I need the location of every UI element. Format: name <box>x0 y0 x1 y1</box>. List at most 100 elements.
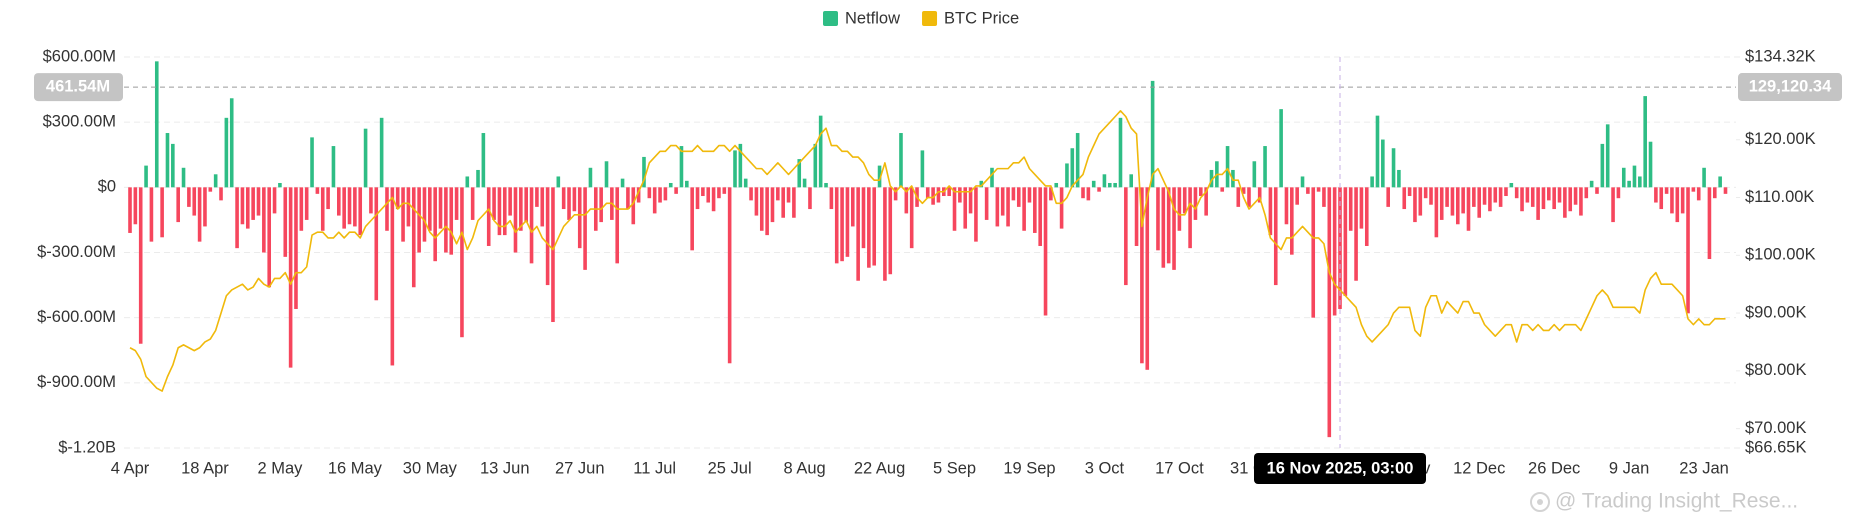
y2-tick-label: $70.00K <box>1745 419 1806 437</box>
netflow-bar <box>208 187 213 192</box>
netflow-bar <box>1027 187 1032 203</box>
netflow-bar <box>465 176 470 188</box>
netflow-bar <box>872 187 877 266</box>
netflow-bar <box>668 182 673 188</box>
netflow-bar <box>1300 176 1305 188</box>
netflow-bar <box>1172 187 1176 270</box>
netflow-bar <box>540 187 545 227</box>
netflow-bar <box>1621 167 1626 188</box>
netflow-bar <box>449 187 454 255</box>
netflow-bar <box>1579 187 1583 216</box>
netflow-bar <box>786 187 791 203</box>
netflow-bar <box>1011 187 1016 201</box>
netflow-bar <box>358 187 363 236</box>
netflow-bar <box>1686 187 1690 314</box>
netflow-bar <box>695 187 700 210</box>
netflow-bar <box>1541 187 1546 210</box>
netflow-bar <box>149 187 154 242</box>
netflow-bar <box>1161 187 1166 268</box>
netflow-bar <box>165 133 170 188</box>
netflow-bar <box>856 187 860 281</box>
x-tick-label: 17 Oct <box>1155 459 1204 477</box>
netflow-bar <box>379 117 384 188</box>
netflow-bar <box>1354 187 1358 281</box>
netflow-bar <box>1177 187 1182 231</box>
netflow-bar <box>1075 133 1080 188</box>
netflow-bar <box>1193 187 1198 220</box>
netflow-bar <box>1279 109 1283 188</box>
netflow-bar <box>1081 187 1085 199</box>
crosshair-y-label: 461.54M <box>46 77 110 95</box>
netflow-bar <box>1290 187 1294 255</box>
netflow-bar <box>690 187 694 251</box>
netflow-bar <box>1670 187 1674 214</box>
netflow-bar <box>422 187 427 242</box>
netflow-bar <box>685 180 689 188</box>
x-tick-label: 26 Dec <box>1528 459 1580 477</box>
netflow-bar <box>497 187 502 236</box>
netflow-bar <box>1268 187 1273 236</box>
netflow-bar <box>968 187 973 214</box>
netflow-bar <box>636 187 641 203</box>
netflow-bar <box>1525 187 1530 203</box>
x-tick-label: 19 Sep <box>1003 459 1055 477</box>
netflow-bar <box>1070 148 1075 188</box>
netflow-bar <box>733 150 737 188</box>
netflow-bar <box>229 98 234 188</box>
netflow-bar <box>181 167 186 188</box>
y2-tick-label: $134.32K <box>1745 47 1816 65</box>
watermark-text: @ Trading Insight_Rese... <box>1555 490 1798 513</box>
netflow-bar <box>502 187 507 236</box>
netflow-bar <box>701 187 705 197</box>
netflow-bar <box>963 187 968 229</box>
netflow-bar <box>1691 187 1696 192</box>
netflow-bar <box>1000 187 1005 216</box>
netflow-bar <box>1381 139 1385 188</box>
netflow-bar <box>802 178 807 188</box>
netflow-bar <box>197 187 202 242</box>
netflow-bar <box>1059 187 1064 229</box>
netflow-bar <box>1370 176 1374 188</box>
y-tick-label: $300.00M <box>43 113 116 131</box>
netflow-bar <box>1284 187 1289 225</box>
netflow-bar <box>1498 187 1503 207</box>
netflow-bar <box>1140 187 1144 364</box>
netflow-bar <box>460 187 464 338</box>
netflow-bar <box>1723 187 1728 194</box>
netflow-bar <box>572 187 577 212</box>
x-tick-label: 8 Aug <box>783 459 825 477</box>
netflow-bar <box>652 187 657 214</box>
netflow-bar <box>1386 187 1390 207</box>
netflow-bar <box>990 167 994 188</box>
netflow-bar <box>813 143 818 188</box>
netflow-bar <box>272 187 277 214</box>
netflow-bar <box>304 187 309 220</box>
netflow-bar <box>1573 187 1578 205</box>
netflow-bar <box>278 182 282 188</box>
netflow-bar <box>428 187 432 231</box>
netflow-bar <box>417 187 421 253</box>
netflow-bar <box>1327 187 1332 438</box>
netflow-bar <box>283 187 288 257</box>
netflow-bar <box>770 187 775 223</box>
netflow-bar <box>133 187 138 225</box>
netflow-bar <box>904 187 909 214</box>
netflow-bar <box>717 187 721 199</box>
netflow-bar <box>535 187 539 207</box>
netflow-bar <box>1113 182 1117 188</box>
legend-label: Netflow <box>845 9 900 27</box>
netflow-bar <box>626 187 630 210</box>
y2-tick-label: $100.00K <box>1745 246 1816 264</box>
netflow-bar <box>754 187 759 216</box>
netflow-bar <box>1600 143 1605 188</box>
netflow-bar <box>1632 165 1637 188</box>
netflow-bar <box>1568 187 1573 212</box>
netflow-bar <box>1627 180 1631 188</box>
x-tick-label: 30 May <box>403 459 458 477</box>
y-tick-label: $-600.00M <box>37 308 116 326</box>
netflow-bar <box>952 187 957 231</box>
netflow-bar <box>1595 187 1599 194</box>
netflow-bar <box>1102 174 1107 188</box>
netflow-bar <box>808 187 812 210</box>
netflow-bar <box>556 176 561 188</box>
